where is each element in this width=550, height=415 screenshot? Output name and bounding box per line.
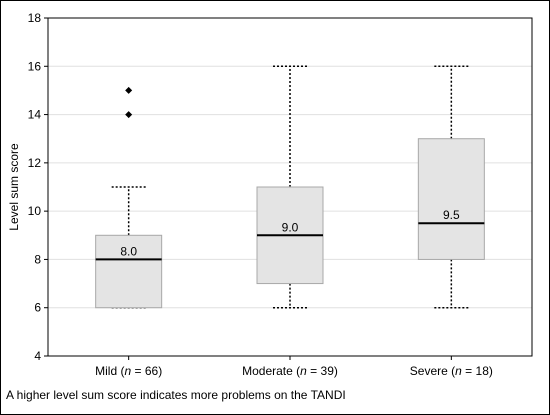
outlier-point xyxy=(125,86,133,94)
boxes: 8.0 9.0 9.5 xyxy=(95,65,485,309)
n-equals: = xyxy=(307,364,321,378)
iqr-box xyxy=(95,234,163,309)
x-category-label: Moderate (n = 39) xyxy=(242,364,338,378)
median-label: 9.0 xyxy=(282,220,299,234)
outlier-point xyxy=(125,111,133,119)
median-label: 9.5 xyxy=(443,208,460,222)
category-paren-close: ) xyxy=(489,364,493,378)
category-n: 18 xyxy=(476,364,490,378)
y-tick-label: 16 xyxy=(28,59,42,73)
n-symbol: n xyxy=(300,364,307,378)
y-tick-label: 6 xyxy=(34,301,41,315)
x-category-label: Severe (n = 18) xyxy=(410,364,493,378)
y-axis-title: Level sum score xyxy=(7,143,21,231)
category-paren: ( xyxy=(117,364,124,378)
iqr-box xyxy=(417,138,485,260)
n-symbol: n xyxy=(455,364,462,378)
x-category-label: Mild (n = 66) xyxy=(95,364,162,378)
y-tick-label: 10 xyxy=(28,204,42,218)
category-name: Mild xyxy=(95,364,117,378)
footnote: A higher level sum score indicates more … xyxy=(6,388,346,402)
median-label: 8.0 xyxy=(120,244,137,258)
n-equals: = xyxy=(131,364,145,378)
category-name: Severe xyxy=(410,364,448,378)
y-tick-label: 8 xyxy=(34,252,41,266)
category-n: 66 xyxy=(145,364,159,378)
y-tick-label: 12 xyxy=(28,156,42,170)
category-paren: ( xyxy=(448,364,455,378)
category-paren-close: ) xyxy=(334,364,338,378)
y-tick-label: 18 xyxy=(28,11,42,25)
category-paren-close: ) xyxy=(158,364,162,378)
y-tick-label: 14 xyxy=(28,108,42,122)
n-equals: = xyxy=(462,364,476,378)
category-n: 39 xyxy=(321,364,335,378)
category-name: Moderate xyxy=(242,364,293,378)
y-tick-label: 4 xyxy=(34,349,41,363)
category-paren: ( xyxy=(293,364,300,378)
n-symbol: n xyxy=(124,364,131,378)
